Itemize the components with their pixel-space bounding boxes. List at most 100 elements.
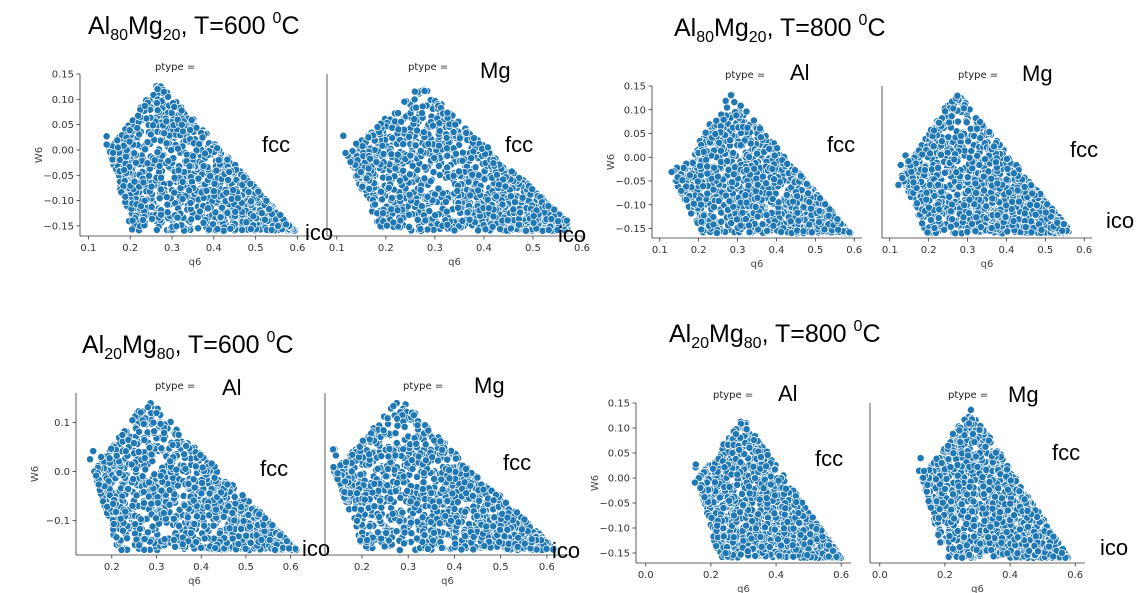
scatter-point [443, 220, 452, 229]
scatter-point [364, 164, 373, 173]
ptype-label: ptype = [725, 70, 765, 81]
scatter-point [382, 221, 391, 230]
scatter-point [471, 163, 480, 172]
scatter-point [434, 184, 443, 193]
scatter-point [204, 204, 212, 213]
x-tick-label: 0.1 [652, 245, 668, 256]
scatter-point [770, 151, 779, 160]
scatter-point [178, 194, 187, 203]
scatter-point [405, 170, 414, 179]
ico-annotation: ico [558, 222, 586, 247]
scatter-point [387, 194, 396, 202]
scatter-point [202, 186, 211, 195]
scatter-point [185, 186, 194, 195]
scatter-point [802, 180, 811, 188]
scatter-point [148, 214, 156, 223]
scatter-point [521, 226, 530, 235]
scatter-point [412, 103, 421, 112]
scatter-point [102, 132, 111, 141]
scatter-point [678, 176, 687, 185]
scatter-point [153, 148, 162, 157]
scatter-point [189, 152, 198, 161]
scatter-point [696, 162, 705, 170]
scatter-point [399, 166, 408, 175]
scatter-point [745, 228, 754, 237]
scatter-point [152, 225, 161, 234]
scatter-point [805, 198, 814, 206]
y-tick-label: 0.10 [52, 95, 74, 106]
scatter-point [710, 163, 719, 172]
scatter-point [717, 217, 726, 226]
scatter-point [727, 91, 735, 100]
scatter-point [768, 195, 777, 203]
scatter-point [442, 144, 451, 153]
scatter-point [753, 180, 762, 189]
scatter-point [687, 209, 696, 218]
scatter-point [239, 173, 248, 182]
scatter-point [394, 109, 403, 118]
scatter-point [405, 222, 414, 231]
scatter-point [435, 171, 444, 179]
x-tick-label: 0.5 [248, 243, 264, 254]
scatter-point [506, 224, 515, 233]
scatter-point [214, 156, 223, 165]
scatter-point [231, 207, 240, 216]
scatter-point [121, 152, 130, 161]
scatter-point [396, 216, 405, 225]
scatter-point [152, 99, 161, 107]
scatter-point [418, 109, 426, 118]
scatter-point [274, 222, 282, 230]
scatter-point [420, 174, 429, 183]
scatter-point [178, 127, 187, 136]
scatter-point [399, 140, 408, 149]
scatter-point [212, 166, 221, 175]
scatter-point [186, 126, 195, 134]
scatter-point [834, 225, 843, 234]
scatter-point [465, 215, 474, 224]
scatter-point [120, 166, 129, 174]
y-tick-label: 0.05 [52, 120, 74, 131]
scatter-point [742, 107, 751, 116]
scatter-point [423, 225, 432, 234]
scatter-point [393, 150, 402, 159]
scatter-point [428, 121, 437, 130]
y-axis-label: W6 [34, 147, 45, 163]
scatter-point [501, 182, 510, 191]
scatter-point [679, 163, 688, 172]
scatter-point [186, 199, 195, 207]
scatter-point [405, 210, 413, 219]
scatter-point [424, 139, 433, 148]
scatter-point [821, 200, 830, 209]
scatter-point [147, 202, 156, 211]
scatter-point [498, 200, 507, 209]
scatter-point [396, 176, 404, 185]
scatter-point [496, 225, 505, 234]
scatter-point [177, 106, 186, 115]
scatter-point [756, 133, 765, 142]
x-tick-label: 0.2 [122, 243, 138, 254]
scatter-point [146, 130, 155, 139]
scatter-point [147, 182, 156, 191]
scatter-point [339, 131, 348, 140]
scatter-point [547, 215, 556, 223]
scatter-point [714, 197, 723, 205]
y-tick-label: −0.10 [43, 196, 74, 207]
scatter-point [453, 186, 462, 195]
scatter-point [805, 220, 814, 229]
scatter-point [379, 149, 388, 158]
scatter-point [170, 188, 179, 197]
scatter-point [379, 209, 387, 218]
scatter-point [187, 116, 196, 124]
x-tick-label: 0.6 [290, 243, 306, 254]
scatter-point [769, 221, 778, 230]
scatter-point [201, 149, 209, 158]
y-tick-label: 0.00 [52, 145, 74, 156]
x-tick-label: 0.5 [807, 245, 823, 256]
scatter-point [153, 106, 162, 115]
scatter-point [506, 192, 515, 201]
scatter-point [130, 177, 139, 186]
scatter-point [143, 138, 152, 147]
scatter-point [389, 218, 398, 227]
scatter-point [224, 176, 233, 184]
